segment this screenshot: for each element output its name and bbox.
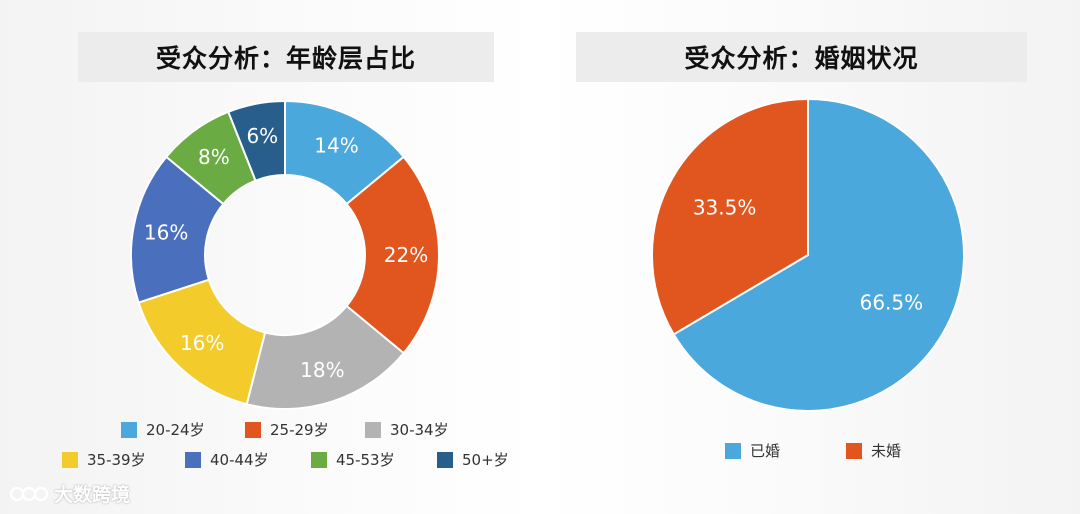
chart0-legend-swatch-1 bbox=[245, 422, 261, 438]
chart1-legend-swatch-1 bbox=[846, 443, 862, 459]
marital-chart-title: 受众分析：婚姻状况 bbox=[576, 32, 1027, 82]
chart1-slice-label-0: 66.5% bbox=[860, 291, 924, 315]
chart0-slice-label-6: 6% bbox=[246, 124, 278, 148]
chart1-slice-0 bbox=[672, 98, 965, 412]
chart0-slice-label-5: 8% bbox=[198, 145, 230, 169]
chart0-slice-label-3: 16% bbox=[180, 331, 224, 355]
chart1-slice-1 bbox=[651, 98, 809, 336]
watermark-text: 大数跨境 bbox=[54, 483, 131, 506]
chart0-legend-swatch-3 bbox=[62, 452, 78, 468]
chart0-slice-6 bbox=[227, 100, 286, 182]
chart0-legend-label-0: 20-24岁 bbox=[146, 421, 205, 439]
chart1-legend-label-0: 已婚 bbox=[750, 442, 780, 460]
chart0-legend-label-2: 30-34岁 bbox=[390, 421, 449, 439]
chart0-legend-label-5: 45-53岁 bbox=[336, 451, 395, 469]
chart0-legend-label-1: 25-29岁 bbox=[270, 421, 329, 439]
watermark: 大数跨境 bbox=[8, 478, 130, 508]
chart1-slice-label-1: 33.5% bbox=[693, 195, 757, 219]
chart0-legend-label-4: 40-44岁 bbox=[210, 451, 269, 469]
chart0-legend-swatch-4 bbox=[185, 452, 201, 468]
chart0-slice-label-2: 18% bbox=[300, 358, 344, 382]
chart0-legend-swatch-0 bbox=[121, 422, 137, 438]
chart0-legend-label-3: 35-39岁 bbox=[87, 451, 146, 469]
chart0-slice-label-4: 16% bbox=[144, 220, 188, 244]
chart0-slice-label-0: 14% bbox=[314, 134, 358, 158]
chart0-slice-label-1: 22% bbox=[384, 243, 428, 267]
chart1-legend-label-1: 未婚 bbox=[871, 442, 901, 460]
chart0-legend-swatch-5 bbox=[311, 452, 327, 468]
chart0-legend-swatch-2 bbox=[365, 422, 381, 438]
watermark-logo-icon bbox=[9, 486, 48, 502]
chart1-legend-swatch-0 bbox=[725, 443, 741, 459]
chart0-legend-label-6: 50+岁 bbox=[462, 451, 509, 469]
age-chart-title: 受众分析：年龄层占比 bbox=[78, 32, 494, 82]
chart0-legend-swatch-6 bbox=[437, 452, 453, 468]
chart0-slice-1 bbox=[345, 155, 440, 355]
